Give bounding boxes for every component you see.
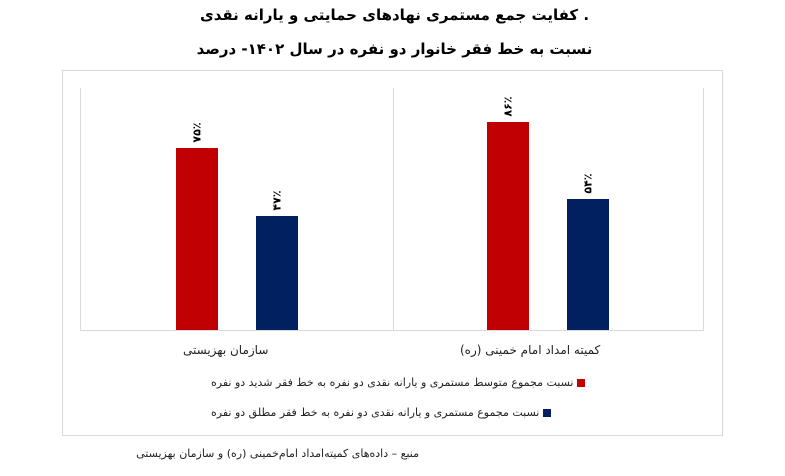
bar-emdad-severe — [487, 122, 529, 330]
bar-value-label: ۷۵٪ — [190, 122, 204, 143]
bar-emdad-absolute — [567, 199, 609, 330]
category-label-behzisti: سازمان بهزیستی — [183, 343, 269, 357]
plot-area — [80, 88, 704, 331]
source-note: منبع – داده‌های کمیته‌امداد امام‌خمینی (… — [136, 447, 419, 460]
bar-value-label: ۴۷٪ — [270, 190, 284, 211]
bar-behzisti-absolute — [256, 216, 298, 330]
chart-title-line-1: . کفایت جمع مستمری نهادهای حمایتی و یارا… — [199, 6, 590, 24]
legend-item-absolute: نسبت مجموع مستمری و یارانه نقدی دو نفره … — [211, 406, 552, 419]
category-label-emdad: کمیته امداد امام خمینی (ره) — [460, 343, 601, 357]
legend-label: نسبت مجموع متوسط مستمری و یارانه نقدی دو… — [211, 376, 574, 389]
bar-value-label: ۵۴٪ — [581, 173, 595, 194]
legend-label: نسبت مجموع مستمری و یارانه نقدی دو نفره … — [211, 406, 540, 419]
bar-behzisti-severe — [176, 148, 218, 330]
category-divider — [393, 88, 394, 331]
legend-swatch-red — [577, 378, 586, 387]
chart-title-line-2: نسبت به خط فقر خانوار دو نفره در سال ۱۴۰… — [196, 40, 593, 58]
bar-value-label: ۸۶٪ — [501, 96, 515, 117]
legend-item-severe: نسبت مجموع متوسط مستمری و یارانه نقدی دو… — [211, 376, 586, 389]
chart-frame — [62, 70, 723, 436]
legend-swatch-blue — [543, 408, 552, 417]
